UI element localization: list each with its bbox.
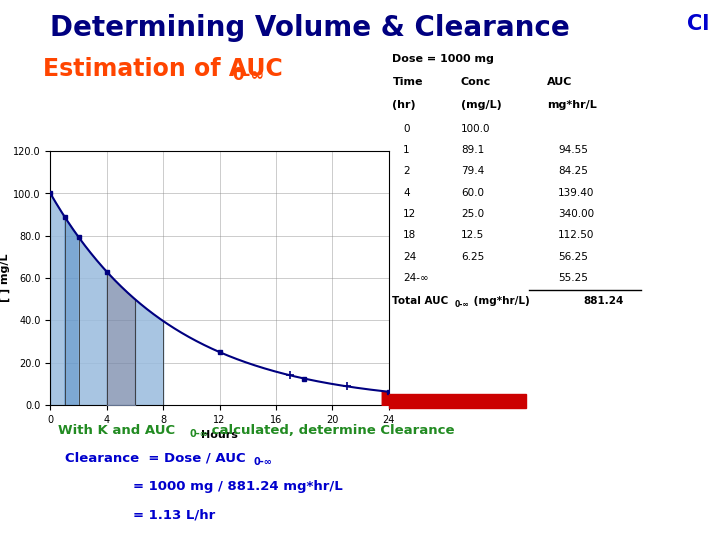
Text: Cl: Cl	[687, 14, 709, 33]
Text: 0-∞: 0-∞	[253, 457, 272, 468]
Text: AUC: AUC	[547, 77, 572, 87]
Text: 6.25: 6.25	[461, 252, 484, 262]
Text: 12.5: 12.5	[461, 231, 484, 240]
Text: 881.24: 881.24	[583, 295, 624, 306]
Text: = 1000 mg / 881.24 mg*hr/L: = 1000 mg / 881.24 mg*hr/L	[133, 480, 343, 493]
Y-axis label: [ ] mg/L: [ ] mg/L	[0, 254, 10, 302]
Text: Estimation of AUC: Estimation of AUC	[43, 57, 283, 80]
Text: 79.4: 79.4	[461, 166, 484, 177]
Text: Conc: Conc	[461, 77, 491, 87]
Text: 89.1: 89.1	[461, 145, 484, 155]
Text: mg*hr/L: mg*hr/L	[547, 100, 597, 111]
Text: 0-∞: 0-∞	[189, 429, 208, 440]
Text: With K and AUC: With K and AUC	[58, 424, 175, 437]
Text: 112.50: 112.50	[558, 231, 595, 240]
Text: calculated, determine Clearance: calculated, determine Clearance	[207, 424, 454, 437]
Text: 100.0: 100.0	[461, 124, 490, 134]
Text: 1: 1	[403, 145, 410, 155]
Text: 60.0: 60.0	[461, 188, 484, 198]
Text: Clearance  = Dose / AUC: Clearance = Dose / AUC	[65, 452, 246, 465]
Text: Dose = 1000 mg: Dose = 1000 mg	[392, 54, 494, 64]
Text: 340.00: 340.00	[558, 209, 594, 219]
Text: 55.25: 55.25	[558, 273, 588, 283]
Text: 12: 12	[403, 209, 416, 219]
Text: 0-∞: 0-∞	[232, 66, 264, 84]
Text: 56.25: 56.25	[558, 252, 588, 262]
Text: 94.55: 94.55	[558, 145, 588, 155]
X-axis label: Hours: Hours	[201, 430, 238, 440]
Text: 84.25: 84.25	[558, 166, 588, 177]
Text: 25.0: 25.0	[461, 209, 484, 219]
Text: Determining Volume & Clearance: Determining Volume & Clearance	[50, 14, 570, 42]
Text: (hr): (hr)	[392, 100, 416, 111]
Text: 4: 4	[403, 188, 410, 198]
Text: (mg/L): (mg/L)	[461, 100, 502, 111]
Text: = 1.13 L/hr: = 1.13 L/hr	[133, 508, 215, 521]
Text: 18: 18	[403, 231, 416, 240]
Text: 24: 24	[403, 252, 416, 262]
Text: 2: 2	[403, 166, 410, 177]
Text: (mg*hr/L): (mg*hr/L)	[470, 295, 530, 306]
Text: 0-∞: 0-∞	[455, 300, 469, 309]
Text: Total AUC: Total AUC	[392, 295, 449, 306]
Text: 139.40: 139.40	[558, 188, 595, 198]
Text: 0: 0	[403, 124, 410, 134]
Text: 24-∞: 24-∞	[403, 273, 429, 283]
Text: Time: Time	[392, 77, 423, 87]
